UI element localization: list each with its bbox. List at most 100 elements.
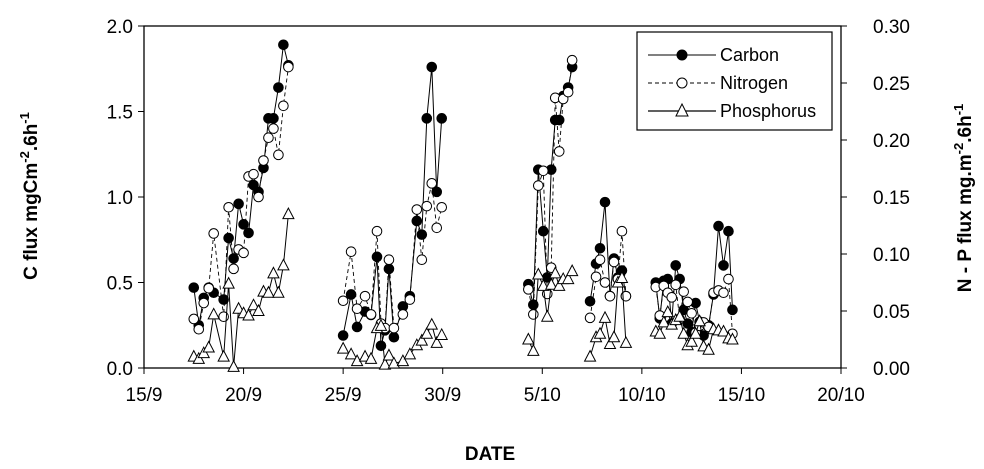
point-carbon: [584, 296, 596, 307]
point-phosphorus: [717, 324, 730, 337]
point-carbon: [421, 113, 433, 124]
point-nitrogen: [397, 309, 409, 320]
x-axis: 15/9 20/9 25/9 30/9 5/10 10/10 15/10 20/10: [126, 368, 865, 406]
point-carbon: [713, 220, 724, 232]
point-carbon: [375, 340, 387, 352]
point-nitrogen: [253, 191, 264, 203]
point-phosphorus: [544, 277, 558, 290]
point-carbon: [723, 225, 734, 237]
point-carbon: [345, 289, 357, 300]
legend-marker-nitrogen: [676, 77, 688, 89]
point-phosphorus: [364, 351, 378, 364]
point-nitrogen: [616, 225, 628, 237]
series-nitrogen: [188, 54, 738, 340]
point-carbon: [268, 113, 279, 124]
point-phosphorus: [403, 347, 417, 360]
point-nitrogen: [431, 222, 443, 234]
point-phosphorus: [262, 285, 275, 298]
point-phosphorus: [619, 335, 633, 348]
point-nitrogen: [670, 279, 682, 291]
point-phosphorus: [387, 356, 401, 369]
point-phosphorus: [425, 317, 439, 330]
x-tick-label: 20/10: [817, 385, 865, 406]
point-phosphorus: [593, 326, 607, 339]
point-carbon: [426, 61, 438, 73]
x-tick-label: 15/9: [126, 385, 163, 406]
point-phosphorus: [252, 303, 265, 316]
x-tick-label: 10/10: [618, 385, 666, 406]
point-nitrogen: [248, 168, 259, 180]
point-nitrogen: [537, 165, 549, 177]
x-tick-label: 20/9: [225, 385, 262, 406]
left-y-tick-label: 1.5: [107, 103, 133, 124]
point-nitrogen: [416, 254, 428, 266]
point-nitrogen: [528, 309, 539, 320]
point-nitrogen: [411, 204, 423, 215]
point-carbon: [599, 196, 611, 208]
legend-box: [636, 31, 833, 131]
point-phosphorus: [222, 276, 235, 289]
point-phosphorus: [540, 309, 554, 322]
point-carbon: [553, 114, 565, 126]
point-phosphorus: [247, 298, 260, 311]
x-axis-title: DATE: [465, 444, 515, 465]
series-layer: [187, 39, 739, 372]
point-nitrogen: [404, 294, 416, 305]
point-phosphorus: [277, 258, 290, 271]
point-phosphorus: [382, 348, 396, 361]
point-nitrogen: [198, 297, 210, 309]
point-nitrogen: [686, 307, 697, 319]
point-nitrogen: [359, 290, 371, 302]
point-carbon: [337, 330, 349, 341]
point-nitrogen: [351, 303, 363, 315]
point-phosphorus: [607, 330, 621, 343]
left-y-tick-label: 0.0: [107, 359, 133, 380]
point-carbon: [233, 198, 244, 210]
right-y-axis-title: N - P flux mg.m-2.6h-1: [951, 104, 976, 293]
point-nitrogen: [268, 123, 279, 134]
point-phosphorus: [344, 347, 358, 360]
point-nitrogen: [193, 323, 205, 335]
point-nitrogen: [666, 292, 678, 303]
point-nitrogen: [228, 263, 239, 275]
legend-marker-phosphorus: [675, 102, 689, 117]
point-nitrogen: [533, 180, 544, 191]
right-y-tick-label: 0.25: [873, 74, 910, 95]
right-y-tick-label: 0.00: [873, 359, 910, 380]
point-phosphorus: [378, 357, 392, 370]
left-y-axis-title: C flux mgCm-2.6h-1: [17, 112, 42, 280]
point-nitrogen: [283, 61, 294, 73]
point-phosphorus: [522, 332, 535, 345]
legend: Carbon Nitrogen Phosphorus: [636, 31, 833, 131]
left-y-tick-label: 0.5: [107, 274, 133, 295]
point-phosphorus: [531, 267, 545, 280]
point-phosphorus: [217, 349, 230, 362]
point-nitrogen: [604, 290, 616, 302]
point-carbon: [228, 253, 239, 264]
point-phosphorus: [552, 278, 566, 291]
point-carbon: [431, 186, 443, 198]
point-phosphorus: [685, 334, 698, 347]
series-phosphorus: [187, 207, 739, 372]
point-nitrogen: [584, 312, 596, 324]
point-phosphorus: [689, 326, 702, 339]
point-carbon: [727, 304, 738, 316]
point-nitrogen: [278, 100, 289, 112]
point-phosphorus: [653, 326, 667, 339]
point-phosphorus: [396, 354, 410, 367]
point-phosphorus: [603, 336, 617, 350]
point-carbon: [218, 294, 229, 305]
point-nitrogen: [608, 256, 620, 268]
point-carbon: [188, 282, 200, 293]
right-y-tick-label: 0.05: [873, 302, 910, 323]
point-phosphorus: [702, 342, 715, 355]
x-tick-label: 5/10: [524, 385, 561, 406]
point-nitrogen: [594, 254, 606, 266]
point-phosphorus: [693, 314, 706, 327]
point-nitrogen: [523, 284, 534, 295]
point-nitrogen: [388, 322, 400, 334]
legend-marker-carbon: [676, 49, 688, 61]
point-carbon: [670, 260, 682, 271]
point-nitrogen: [365, 309, 377, 320]
